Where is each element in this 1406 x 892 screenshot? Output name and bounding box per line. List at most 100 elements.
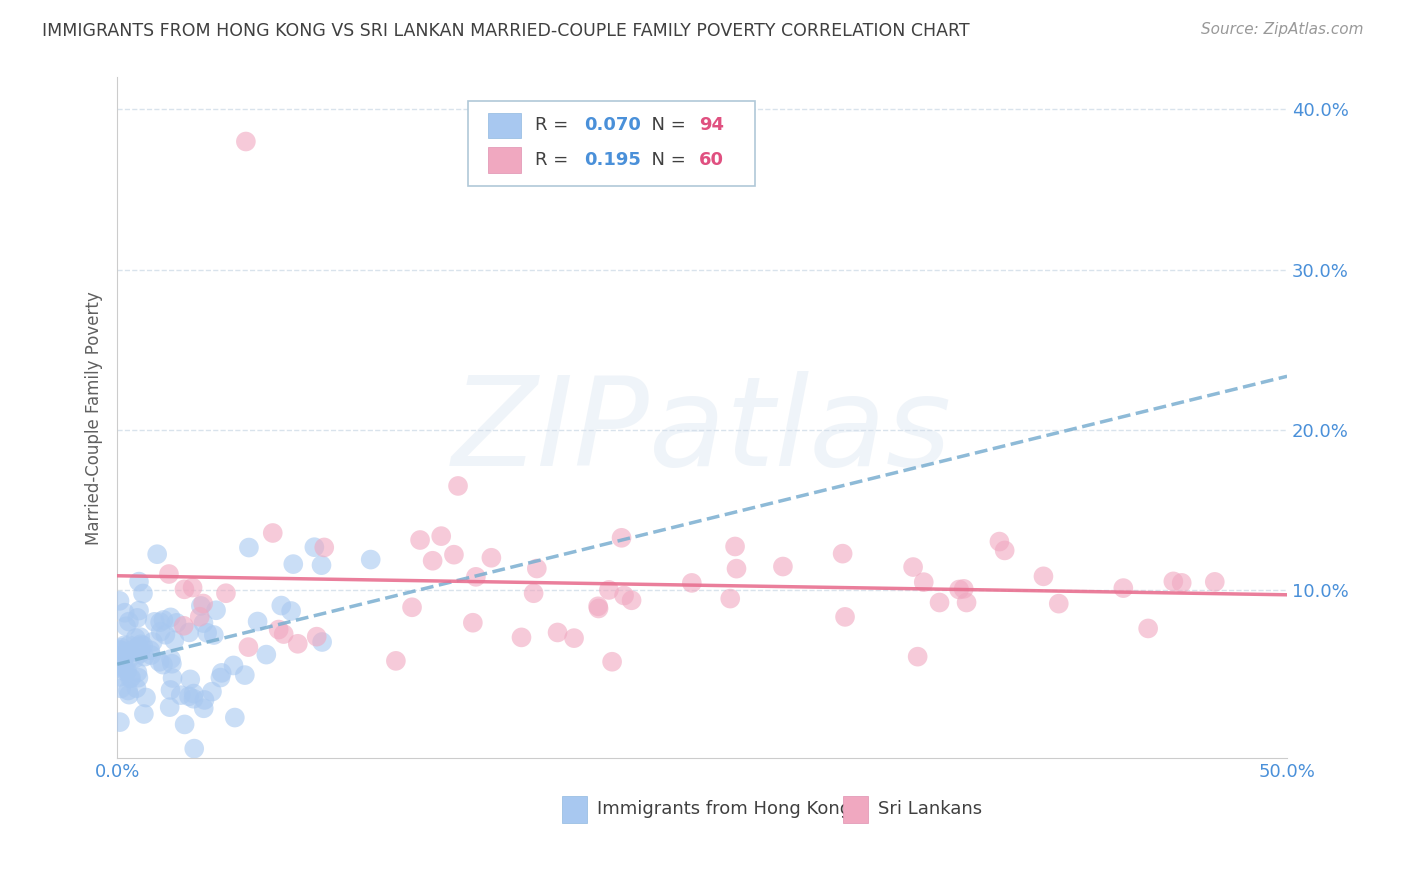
Point	[447, 479, 470, 493]
Point	[287, 637, 309, 651]
Point	[620, 593, 643, 607]
Point	[600, 655, 623, 669]
Point	[311, 635, 333, 649]
Point	[183, 691, 205, 706]
Point	[1047, 597, 1070, 611]
Point	[510, 631, 533, 645]
Point	[988, 534, 1011, 549]
Point	[1170, 575, 1192, 590]
Point	[254, 648, 277, 662]
Point	[132, 586, 155, 600]
Point	[901, 560, 924, 574]
Point	[139, 643, 162, 657]
Point	[201, 684, 224, 698]
Point	[222, 658, 245, 673]
Point	[994, 543, 1017, 558]
Point	[195, 625, 218, 640]
Point	[152, 613, 174, 627]
Point	[246, 615, 269, 629]
Point	[148, 655, 170, 669]
Point	[273, 627, 295, 641]
Point	[1204, 574, 1226, 589]
Point	[280, 604, 302, 618]
Point	[1032, 569, 1054, 583]
Text: Immigrants from Hong Kong: Immigrants from Hong Kong	[596, 800, 851, 818]
Point	[202, 628, 225, 642]
Point	[724, 540, 747, 554]
Bar	[842, 796, 869, 823]
Point	[127, 665, 149, 680]
Point	[209, 671, 232, 685]
Point	[111, 640, 134, 655]
Point	[188, 609, 211, 624]
Point	[155, 628, 177, 642]
Point	[152, 657, 174, 672]
Point	[907, 649, 929, 664]
Point	[681, 575, 703, 590]
Point	[422, 554, 444, 568]
Point	[129, 637, 152, 651]
Point	[124, 651, 146, 665]
Point	[166, 615, 188, 630]
Point	[772, 559, 794, 574]
Point	[409, 533, 432, 547]
Point	[1163, 574, 1185, 589]
Point	[952, 582, 974, 596]
Point	[125, 681, 148, 696]
Text: Source: ZipAtlas.com: Source: ZipAtlas.com	[1201, 22, 1364, 37]
Text: Sri Lankans: Sri Lankans	[877, 800, 981, 818]
Point	[360, 552, 382, 566]
Point	[461, 615, 484, 630]
Point	[238, 640, 260, 654]
Point	[118, 615, 141, 629]
Point	[190, 599, 212, 613]
Point	[1112, 581, 1135, 595]
Point	[115, 665, 138, 679]
Point	[215, 586, 238, 600]
Point	[610, 531, 633, 545]
Point	[547, 625, 569, 640]
Point	[314, 541, 336, 555]
Point	[160, 657, 183, 671]
Point	[238, 541, 260, 555]
Point	[112, 656, 135, 670]
Point	[562, 631, 585, 645]
Point	[211, 665, 233, 680]
Point	[181, 581, 204, 595]
Point	[183, 741, 205, 756]
Point	[120, 671, 142, 685]
Point	[464, 570, 486, 584]
Point	[725, 561, 748, 575]
Bar	[488, 112, 520, 138]
Point	[170, 688, 193, 702]
Point	[127, 611, 149, 625]
Point	[523, 586, 546, 600]
Text: N =: N =	[640, 151, 692, 169]
Point	[159, 610, 181, 624]
Point	[146, 547, 169, 561]
Point	[114, 649, 136, 664]
Point	[162, 671, 184, 685]
Point	[117, 683, 139, 698]
Point	[108, 594, 131, 608]
Point	[132, 706, 155, 721]
Text: ZIPatlas: ZIPatlas	[453, 371, 952, 492]
Point	[111, 648, 134, 663]
Point	[588, 601, 610, 615]
Point	[177, 690, 200, 704]
Point	[110, 681, 132, 696]
Text: R =: R =	[534, 117, 574, 135]
Point	[193, 693, 215, 707]
Point	[120, 643, 142, 657]
Point	[224, 710, 246, 724]
Point	[385, 654, 408, 668]
Point	[115, 648, 138, 662]
Point	[129, 646, 152, 660]
Point	[143, 615, 166, 629]
Point	[115, 664, 138, 678]
Point	[108, 661, 131, 675]
Point	[149, 624, 172, 639]
Point	[613, 589, 636, 603]
Point	[1137, 622, 1160, 636]
Point	[129, 630, 152, 644]
